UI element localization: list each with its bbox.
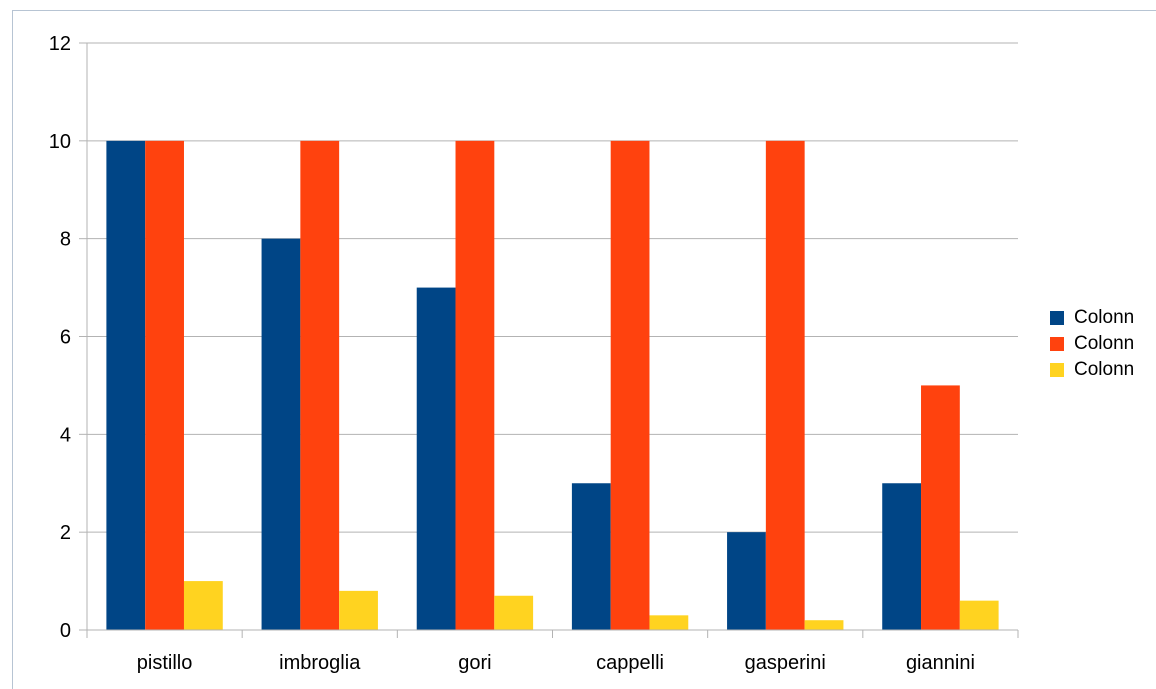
bar (106, 140, 146, 631)
x-tick-label: pistillo (137, 652, 193, 674)
legend-swatch (1050, 311, 1064, 325)
gridlines (87, 42, 1018, 533)
legend-label: Colonn (1074, 307, 1135, 328)
bar (727, 532, 766, 630)
legend-item: Colonn (1050, 357, 1156, 383)
bar (765, 140, 805, 631)
bar (649, 615, 689, 630)
bar (183, 581, 223, 630)
axes (79, 42, 1019, 638)
bar (921, 385, 960, 630)
bar (455, 140, 495, 631)
y-tick-labels: 0 2 4 6 8 10 12 (49, 33, 71, 642)
x-tick-label: cappelli (596, 652, 664, 674)
bar (300, 140, 340, 631)
bar (494, 595, 534, 630)
y-tick-label: 6 (60, 327, 71, 349)
bar (145, 140, 184, 631)
bar (571, 483, 611, 630)
y-tick-label: 0 (60, 620, 71, 642)
legend-swatch (1050, 337, 1064, 351)
legend-item: Colonn (1050, 331, 1156, 357)
bar (882, 483, 922, 630)
bar (804, 620, 844, 630)
bar (959, 600, 999, 630)
y-tick-label: 8 (60, 229, 71, 251)
bar (339, 590, 378, 630)
x-tick-label: gori (458, 652, 491, 674)
bar (610, 140, 650, 631)
y-tick-label: 4 (60, 424, 71, 446)
legend-label: Colonn (1074, 333, 1135, 354)
bar (416, 287, 456, 630)
x-tick-label: imbroglia (279, 652, 361, 674)
y-tick-label: 2 (60, 522, 71, 544)
y-tick-label: 12 (49, 33, 71, 55)
legend-swatch (1050, 363, 1064, 377)
x-tick-label: gasperini (745, 652, 826, 674)
bar (261, 238, 301, 630)
bars (106, 140, 999, 631)
legend: Colonn Colonn Colonn (1050, 305, 1156, 383)
y-tick-label: 10 (49, 131, 71, 153)
x-tick-labels: pistillo imbroglia gori cappelli gasperini gi… (137, 652, 975, 674)
x-tick-label: giannini (906, 652, 975, 674)
legend-item: Colonn (1050, 305, 1156, 331)
legend-label: Colonn (1074, 359, 1135, 380)
